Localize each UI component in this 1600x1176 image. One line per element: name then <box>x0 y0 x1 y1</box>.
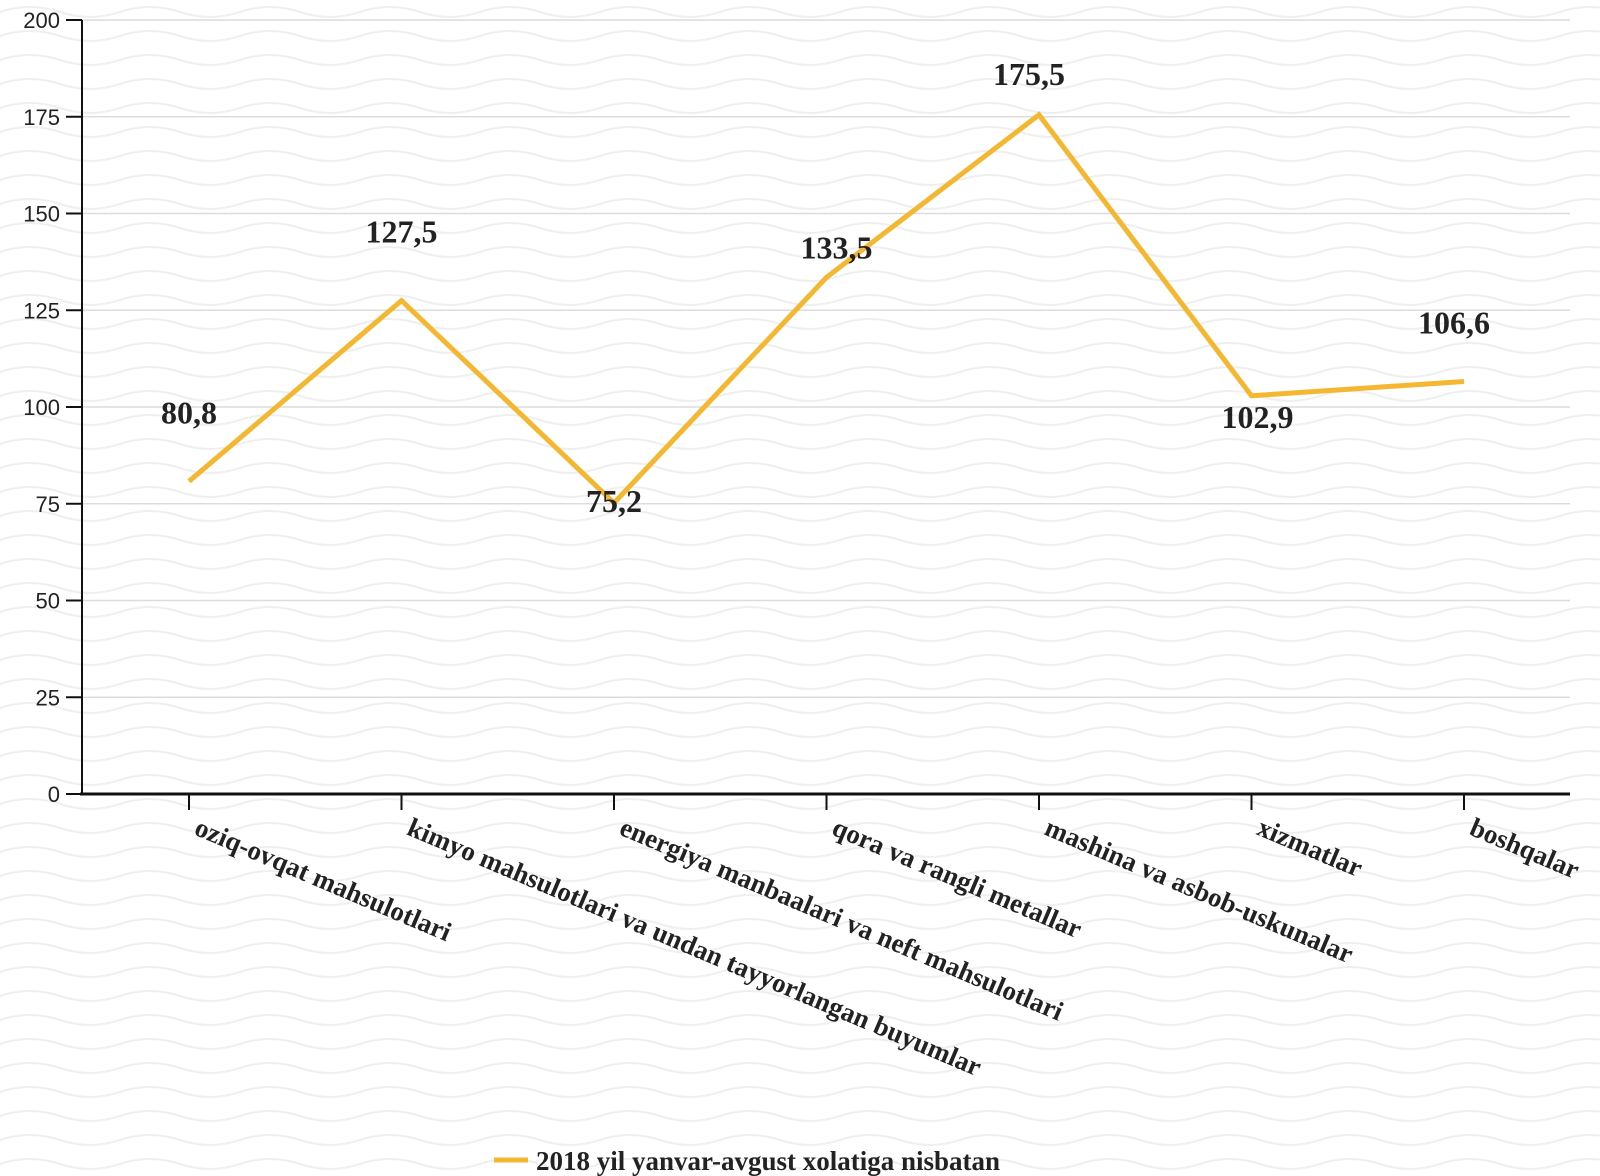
data-label-0: 80,8 <box>161 394 217 430</box>
y-tick-label-175: 175 <box>23 105 60 130</box>
y-tick-labels: 0 25 50 75 100 125 150 175 200 <box>23 8 60 807</box>
series-line-0 <box>187 111 1465 507</box>
data-label-6: 106,6 <box>1418 304 1490 340</box>
axes <box>66 19 1570 810</box>
y-tick-label-100: 100 <box>23 395 60 420</box>
y-tick-label-50: 50 <box>36 589 60 614</box>
y-tick-label-200: 200 <box>23 8 60 33</box>
y-tick-label-0: 0 <box>48 782 60 807</box>
data-label-1: 127,5 <box>366 214 438 250</box>
data-label-3: 133,5 <box>801 229 873 265</box>
grid-lines <box>82 19 1570 698</box>
data-label-5: 102,9 <box>1222 399 1294 435</box>
y-tick-label-150: 150 <box>23 202 60 227</box>
legend-label: 2018 yil yanvar-avgust xolatiga nisbatan <box>536 1146 1000 1176</box>
data-label-2: 75,2 <box>586 483 642 519</box>
y-tick-label-75: 75 <box>36 492 60 517</box>
y-tick-label-125: 125 <box>23 298 60 323</box>
y-tick-label-25: 25 <box>36 685 60 710</box>
series-lines <box>187 111 1465 507</box>
data-labels: 80,8 127,5 75,2 133,5 175,5 102,9 106,6 <box>161 56 1490 519</box>
legend: 2018 yil yanvar-avgust xolatiga nisbatan <box>494 1146 1000 1176</box>
data-label-4: 175,5 <box>993 56 1065 92</box>
